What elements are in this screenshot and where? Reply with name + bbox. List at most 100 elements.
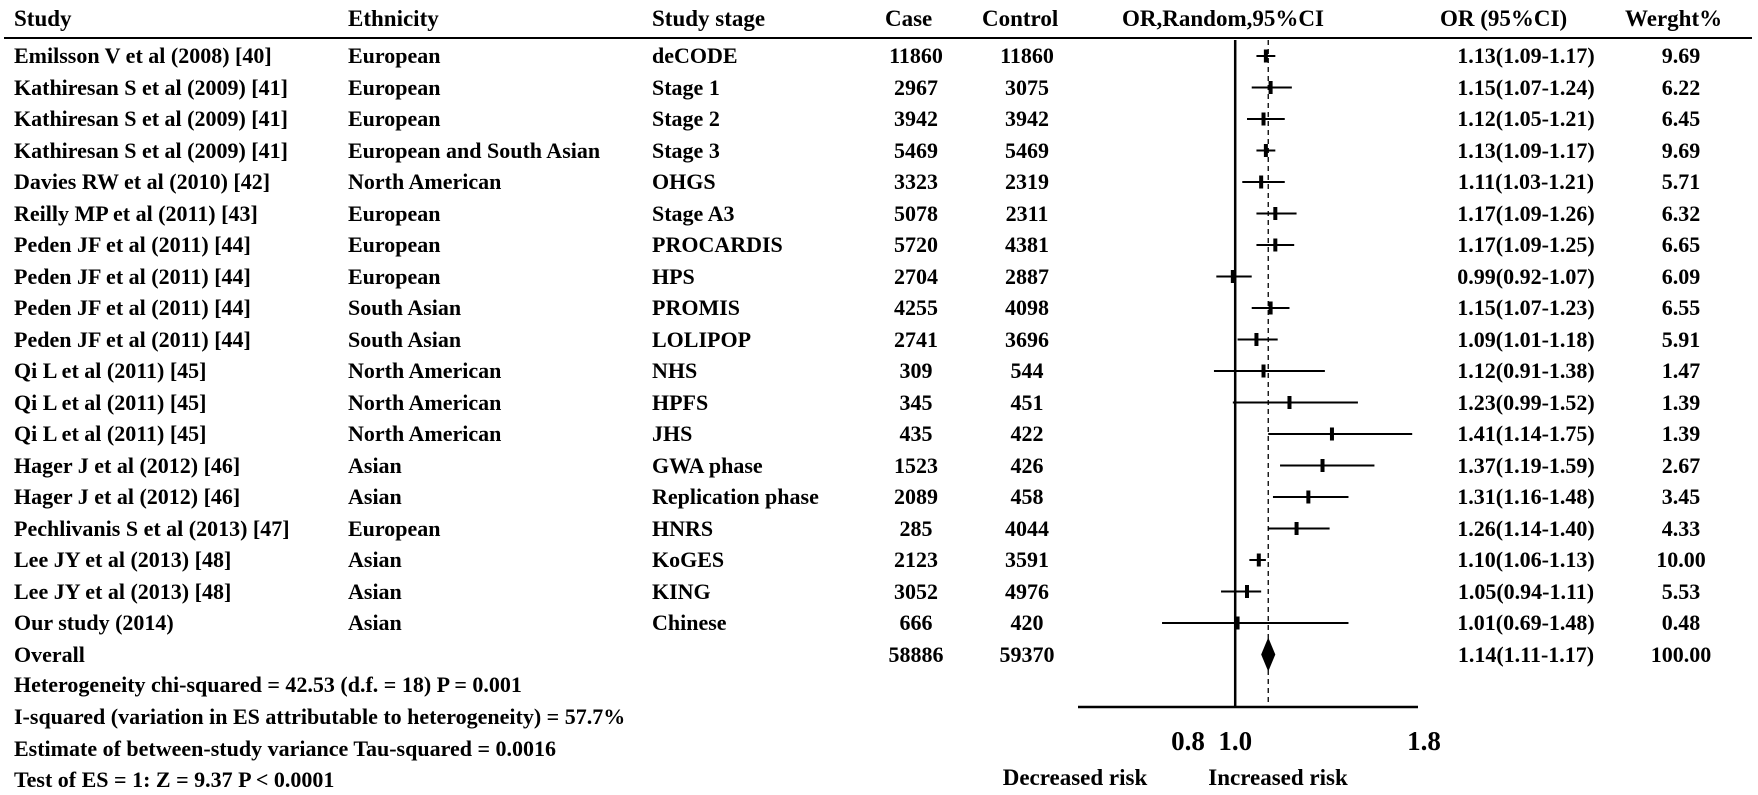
- study-name: Peden JF et al (2011) [44]: [14, 326, 251, 352]
- study-stage-cell: PROCARDIS: [652, 232, 783, 257]
- ethnicity-cell: European and South Asian: [348, 137, 601, 163]
- point-estimate: [1306, 490, 1311, 504]
- or-ci-cell: 1.12(0.91-1.38): [1457, 358, 1595, 383]
- or-ci-cell: 1.09(1.01-1.18): [1457, 326, 1595, 352]
- point-estimate: [1273, 238, 1278, 252]
- case-cell: 2967: [894, 74, 938, 100]
- study-stage-cell: Chinese: [652, 610, 727, 635]
- control-cell: 422: [1010, 421, 1044, 446]
- point-estimate: [1261, 112, 1266, 126]
- case-cell: 3052: [894, 578, 938, 604]
- study-stage-cell: Stage A3: [652, 200, 735, 226]
- control-cell: 2319: [1005, 169, 1049, 194]
- ethnicity-cell: South Asian: [348, 326, 462, 352]
- control-cell: 4976: [1005, 578, 1049, 604]
- case-cell: 666: [899, 610, 933, 635]
- weight-cell: 1.39: [1661, 421, 1701, 446]
- or-ci-cell: 1.15(1.07-1.24): [1457, 74, 1595, 100]
- ethnicity-cell: European: [348, 515, 441, 541]
- study-name: Kathiresan S et al (2009) [41]: [14, 74, 288, 100]
- ethnicity-cell: Asian: [348, 610, 402, 635]
- weight-cell: 5.53: [1661, 578, 1701, 604]
- study-stage-cell: HPFS: [652, 389, 709, 415]
- ethnicity-cell: North American: [348, 358, 502, 383]
- or-ci-cell: 0.99(0.92-1.07): [1457, 263, 1595, 289]
- control-cell: 458: [1010, 484, 1044, 509]
- study-stage-cell: deCODE: [652, 43, 738, 68]
- header-case: Case: [885, 6, 933, 31]
- study-name: Pechlivanis S et al (2013) [47]: [14, 515, 290, 541]
- study-stage-cell: GWA phase: [652, 452, 763, 478]
- case-cell: 2123: [894, 547, 938, 572]
- study-stage-cell: KING: [652, 578, 711, 604]
- point-estimate: [1245, 585, 1249, 598]
- weight-cell: 3.45: [1661, 484, 1701, 509]
- table-row: Pechlivanis S et al (2013) [47] European H…: [0, 513, 1758, 544]
- study-stage-cell: Stage 3: [652, 137, 720, 163]
- table-row: Emilsson V et al (2008) [40] European deCO…: [0, 40, 1758, 71]
- weight-cell: 6.65: [1661, 232, 1701, 257]
- case-cell: 5720: [894, 232, 938, 257]
- point-estimate: [1259, 175, 1264, 189]
- point-estimate: [1268, 301, 1273, 315]
- tau-squared-text: Estimate of between-study variance Tau-s…: [14, 736, 556, 761]
- ethnicity-cell: European: [348, 74, 441, 100]
- ethnicity-cell: Asian: [348, 452, 402, 478]
- point-estimate: [1268, 81, 1273, 94]
- study-name: Kathiresan S et al (2009) [41]: [14, 137, 288, 163]
- study-name: Qi L et al (2011) [45]: [14, 389, 207, 415]
- case-cell: 1523: [894, 452, 938, 478]
- study-name: Davies RW et al (2010) [42]: [14, 169, 271, 194]
- table-row: Lee JY et al (2013) [48] Asian KoGES 2123 35…: [0, 544, 1758, 575]
- table-row: Peden JF et al (2011) [44] South Asian LOL…: [0, 324, 1758, 355]
- point-estimate: [1235, 616, 1240, 630]
- case-cell: 2089: [894, 484, 938, 509]
- point-estimate: [1230, 270, 1235, 283]
- or-ci-cell: 1.13(1.09-1.17): [1457, 137, 1595, 163]
- or-ci-cell: 1.01(0.69-1.48): [1457, 610, 1595, 635]
- ethnicity-cell: North American: [348, 421, 502, 446]
- ethnicity-cell: European: [348, 200, 441, 226]
- x-tick-label: 0.8: [1171, 726, 1205, 756]
- control-cell: 4044: [1005, 515, 1049, 541]
- weight-cell: 10.00: [1656, 547, 1706, 572]
- overall-diamond: [1261, 637, 1276, 672]
- study-name: Emilsson V et al (2008) [40]: [14, 43, 272, 68]
- test-of-es-text: Test of ES = 1: Z = 9.37 P < 0.0001: [14, 767, 335, 792]
- case-cell: 58886: [888, 641, 944, 667]
- header-plot-title: OR,Random,95%CI: [1122, 6, 1324, 31]
- control-cell: 451: [1010, 389, 1044, 415]
- point-estimate: [1329, 427, 1334, 441]
- table-row: Reilly MP et al (2011) [43] European Stage…: [0, 198, 1758, 229]
- control-cell: 544: [1010, 358, 1044, 383]
- ethnicity-cell: North American: [348, 169, 502, 194]
- case-cell: 435: [899, 421, 933, 446]
- case-cell: 3942: [894, 106, 938, 131]
- control-cell: 426: [1010, 452, 1044, 478]
- table-row: Peden JF et al (2011) [44] South Asian PRO…: [0, 292, 1758, 323]
- or-ci-cell: 1.14(1.11-1.17): [1457, 641, 1595, 667]
- overall-row: Overall 58886 59370 1.14(1.11-1.17) 100.00: [0, 639, 1758, 670]
- or-ci-cell: 1.10(1.06-1.13): [1457, 547, 1595, 572]
- point-estimate: [1294, 522, 1299, 535]
- control-cell: 4381: [1005, 232, 1049, 257]
- header-or: OR (95%CI): [1440, 6, 1568, 31]
- header-rule: [4, 37, 1752, 39]
- x-tick-label: 1.0: [1218, 726, 1252, 756]
- study-name: Reilly MP et al (2011) [43]: [14, 200, 258, 226]
- table-row: Lee JY et al (2013) [48] Asian KING 3052 497…: [0, 576, 1758, 607]
- or-ci-cell: 1.17(1.09-1.25): [1457, 232, 1595, 257]
- or-ci-cell: 1.31(1.16-1.48): [1457, 484, 1595, 509]
- weight-cell: 9.69: [1661, 137, 1701, 163]
- study-stage-cell: Replication phase: [652, 484, 819, 509]
- header-study-stage: Study stage: [652, 6, 766, 31]
- control-cell: 59370: [999, 641, 1055, 667]
- weight-cell: 2.67: [1661, 452, 1701, 478]
- weight-cell: 9.69: [1661, 43, 1701, 68]
- control-cell: 5469: [1005, 137, 1049, 163]
- isquared-text: I-squared (variation in ES attributable …: [14, 704, 626, 729]
- table-row: Peden JF et al (2011) [44] European HPS 270…: [0, 261, 1758, 292]
- weight-cell: 6.45: [1661, 106, 1701, 131]
- study-stage-cell: PROMIS: [652, 295, 740, 320]
